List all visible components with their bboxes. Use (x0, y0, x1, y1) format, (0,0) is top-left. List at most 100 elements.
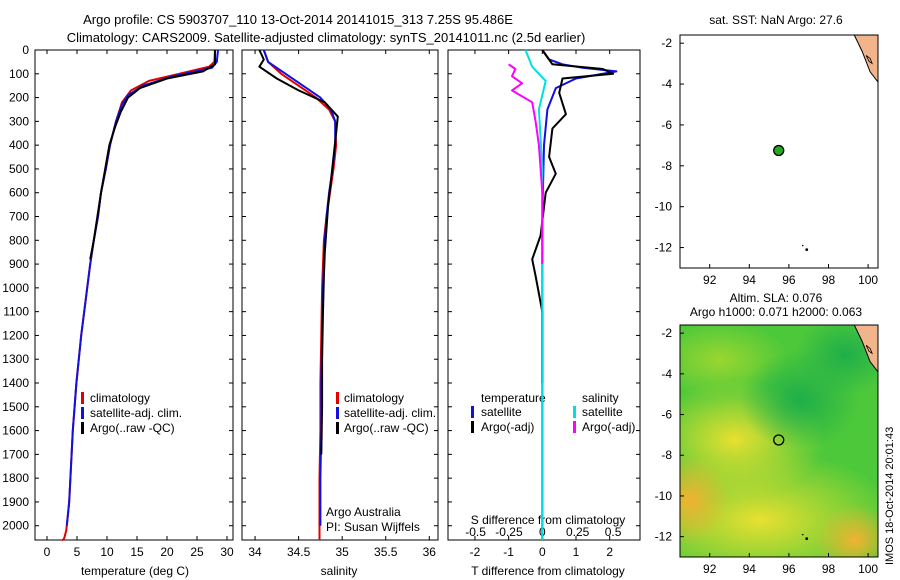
difference-axes-frame (447, 49, 641, 541)
sla-side-label: IMOS 18-Oct-2014 20:01:43 (884, 427, 896, 565)
series-line-climatology (262, 49, 338, 540)
sst_map-xtick-label: 92 (703, 273, 717, 287)
sla_map-ytick-label: -2 (661, 326, 672, 340)
salinity-xtick-label: 34 (248, 545, 262, 559)
legend-swatch-satellite (336, 407, 339, 419)
series-line-s-argo-adj- (508, 63, 544, 265)
sst_map-ytick-label: -6 (661, 118, 672, 132)
difference-xtick-label: 2 (606, 545, 613, 559)
depth-tick-label: 2000 (2, 519, 29, 533)
legend-header-salinity: salinity (582, 391, 619, 405)
sst_map-axes: 92 94 96 98 100 -2 -4 -6 -8 -10 -12 (655, 34, 879, 287)
sla_map-ytick-label: -4 (661, 367, 672, 381)
island-dot (801, 244, 804, 247)
sla_map-xtick-label: 92 (703, 562, 717, 576)
argo-float-position-marker (773, 434, 785, 446)
depth-tick-label: 1900 (2, 495, 29, 509)
depth-tick-label: 1600 (2, 424, 29, 438)
sst_map-xtick-label: 100 (858, 273, 878, 287)
sst_map-xtick-label: 94 (743, 273, 757, 287)
difference-xtick-label: -2 (470, 545, 481, 559)
legend-swatch-t-satellite (471, 406, 474, 418)
chart-marks: 0100200300400500600700800900100011001200… (2, 34, 879, 576)
depth-tick-label: 1800 (2, 471, 29, 485)
sla-blob-se-orange (815, 505, 878, 557)
sst_map-xtick-label: 96 (782, 273, 796, 287)
island-dot (805, 537, 809, 541)
temperature-xtick-label: 10 (100, 545, 114, 559)
salinity-axes-frame (241, 49, 439, 541)
depth-tick-label: 1300 (2, 352, 29, 366)
sla_map-xtick-label: 94 (743, 562, 757, 576)
salinity-plot: 34 34.5 35 35.5 36 (241, 49, 439, 559)
depth-tick-label: 1400 (2, 376, 29, 390)
legend-swatch-climatology (336, 392, 339, 404)
title-line-1: Argo profile: CS 5903707_110 13-Oct-2014… (83, 12, 513, 27)
sla_map-frame (679, 324, 879, 558)
salinity-legend: climatology satellite-adj. clim. Argo(..… (336, 391, 436, 435)
sla-blob-sw-orange (680, 455, 730, 545)
legend-label-argo: Argo(..raw -QC) (90, 421, 175, 435)
depth-tick-label: 700 (9, 210, 29, 224)
depth-tick-label: 600 (9, 186, 29, 200)
legend-label-satellite: satellite-adj. clim. (344, 406, 436, 420)
salinity-xtick-label: 34.5 (287, 545, 311, 559)
difference-x-label: T difference from climatology (471, 564, 625, 578)
sst_map-ytick-label: -12 (655, 241, 673, 255)
legend-label-climatology: climatology (344, 391, 404, 405)
temperature-xtick-label: 15 (130, 545, 144, 559)
salinity-xtick-label: 35.5 (374, 545, 398, 559)
title-line-2: Climatology: CARS2009. Satellite-adjuste… (67, 30, 586, 45)
temperature-legend: climatology satellite-adj. clim. Argo(..… (81, 391, 182, 435)
land-coast-shape (853, 34, 879, 84)
depth-tick-label: 1700 (2, 447, 29, 461)
sla_map-axes: 92 94 96 98 100 -2 -4 -6 -8 -10 -12 (655, 324, 879, 576)
temperature-panel: temperature (deg C) climatology satellit… (81, 391, 189, 578)
sla-heatmap (680, 325, 878, 557)
temperature-xtick-label: 0 (44, 545, 51, 559)
difference-legend: temperature salinity satellite Argo(-adj… (471, 391, 635, 434)
sst_map-ytick-label: -10 (655, 200, 673, 214)
depth-tick-label: 500 (9, 162, 29, 176)
sla_map-xtick-label: 100 (858, 562, 878, 576)
s-xtick-label: 0.5 (605, 525, 622, 539)
series-line-t-argo-adj- (531, 49, 615, 383)
sla_map-ytick-label: -8 (661, 448, 672, 462)
depth-tick-label: 1200 (2, 328, 29, 342)
legend-swatch-climatology (81, 392, 84, 404)
s-difference-label: S difference from climatology (471, 513, 626, 527)
depth-tick-label: 1500 (2, 400, 29, 414)
s-xtick-label: -0.5 (465, 525, 486, 539)
salinity-x-label: salinity (321, 564, 358, 578)
sla_map-ytick-label: -10 (655, 489, 673, 503)
depth-tick-label: 800 (9, 233, 29, 247)
legend-label-climatology: climatology (90, 391, 150, 405)
legend-label-s-argo: Argo(-adj) (582, 420, 635, 434)
legend-swatch-s-argo (573, 421, 576, 433)
legend-label-t-argo: Argo(-adj) (481, 420, 534, 434)
depth-tick-label: 400 (9, 138, 29, 152)
island-shape (865, 55, 873, 65)
depth-tick-label: 100 (9, 67, 29, 81)
annotation-pi: PI: Susan Wijffels (326, 520, 420, 534)
series-line-t-satellite (541, 49, 618, 540)
series-line-climatology (61, 49, 216, 541)
legend-swatch-satellite (81, 407, 84, 419)
s-xtick-label: -0.25 (495, 525, 523, 539)
legend-swatch-s-satellite (573, 406, 576, 418)
temperature-xtick-label: 5 (74, 545, 81, 559)
sst_map-ytick-label: -2 (661, 36, 672, 50)
legend-swatch-t-argo (471, 421, 474, 433)
salinity-xtick-label: 35 (335, 545, 349, 559)
legend-header-temperature: temperature (481, 391, 546, 405)
temperature-xtick-label: 25 (190, 545, 204, 559)
series-line-s-satellite (524, 49, 547, 540)
depth-tick-label: 300 (9, 114, 29, 128)
depth-tick-label: 1000 (2, 281, 29, 295)
sst_map-ytick-label: -4 (661, 77, 672, 91)
annotation-argo-australia: Argo Australia (326, 505, 401, 519)
difference-xtick-label: -1 (503, 545, 514, 559)
legend-swatch-argo (81, 422, 84, 434)
legend-label-satellite: satellite-adj. clim. (90, 406, 182, 420)
series-line-argo-raw-qc- (89, 50, 216, 260)
